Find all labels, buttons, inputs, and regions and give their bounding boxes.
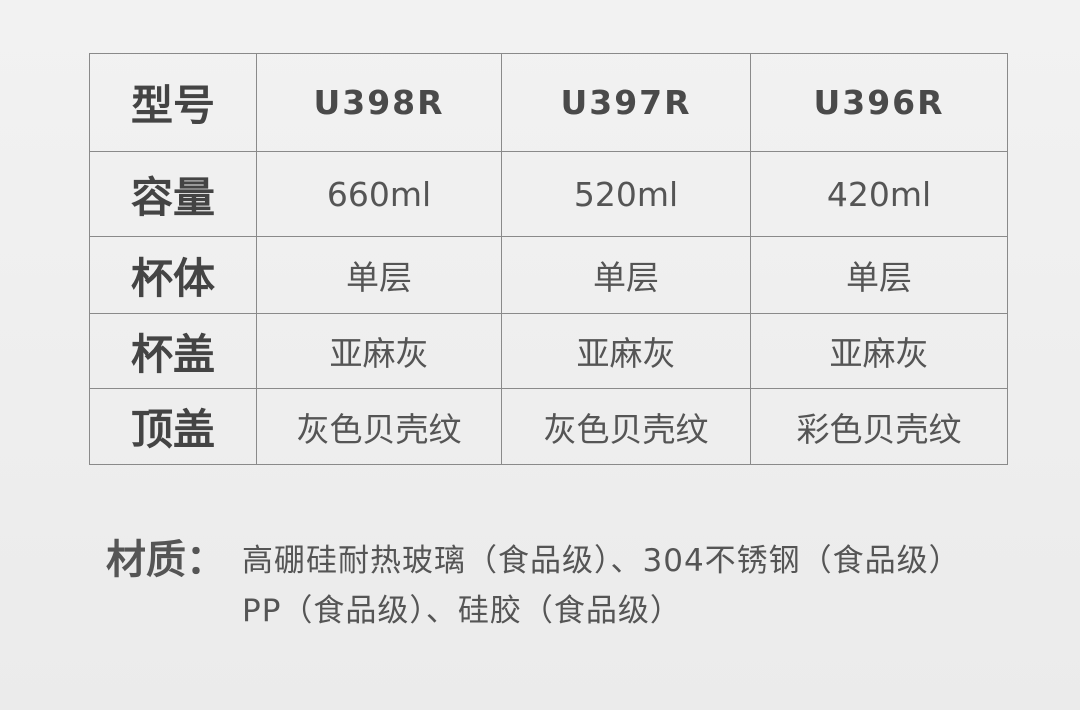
row-label: 顶盖 xyxy=(89,388,257,465)
row-label: 型号 xyxy=(89,53,257,152)
material-text: 高硼硅耐热玻璃（食品级）、304不锈钢（食品级） PP（食品级）、硅胶（食品级） xyxy=(242,532,961,636)
material-label: 材质： xyxy=(106,537,226,583)
cell: 单层 xyxy=(501,236,751,314)
cell: 亚麻灰 xyxy=(256,313,502,389)
cell: 灰色贝壳纹 xyxy=(501,388,751,465)
material-line-1: 高硼硅耐热玻璃（食品级）、304不锈钢（食品级） xyxy=(242,543,961,579)
material-line-2: PP（食品级）、硅胶（食品级） xyxy=(242,593,682,629)
cell: 亚麻灰 xyxy=(501,313,751,389)
row-label: 杯盖 xyxy=(89,313,257,389)
cell: 660ml xyxy=(256,151,502,237)
cell: 单层 xyxy=(750,236,1008,314)
row-capacity: 容量 660ml 520ml 420ml xyxy=(89,151,1008,237)
row-label: 杯体 xyxy=(89,236,257,314)
cell: 520ml xyxy=(501,151,751,237)
model-cell: U396R xyxy=(750,53,1008,152)
material-section: 材质： 高硼硅耐热玻璃（食品级）、304不锈钢（食品级） PP（食品级）、硅胶（… xyxy=(106,532,961,636)
row-label: 容量 xyxy=(89,151,257,237)
cell: 420ml xyxy=(750,151,1008,237)
cell: 单层 xyxy=(256,236,502,314)
row-body: 杯体 单层 单层 单层 xyxy=(89,236,1008,314)
cell: 灰色贝壳纹 xyxy=(256,388,502,465)
row-model: 型号 U398R U397R U396R xyxy=(89,53,1008,152)
spec-table: 型号 U398R U397R U396R 容量 660ml 520ml 420m… xyxy=(89,53,1008,465)
row-lid: 杯盖 亚麻灰 亚麻灰 亚麻灰 xyxy=(89,313,1008,389)
model-cell: U397R xyxy=(501,53,751,152)
cell: 亚麻灰 xyxy=(750,313,1008,389)
row-top-cap: 顶盖 灰色贝壳纹 灰色贝壳纹 彩色贝壳纹 xyxy=(89,388,1008,465)
model-cell: U398R xyxy=(256,53,502,152)
cell: 彩色贝壳纹 xyxy=(750,388,1008,465)
